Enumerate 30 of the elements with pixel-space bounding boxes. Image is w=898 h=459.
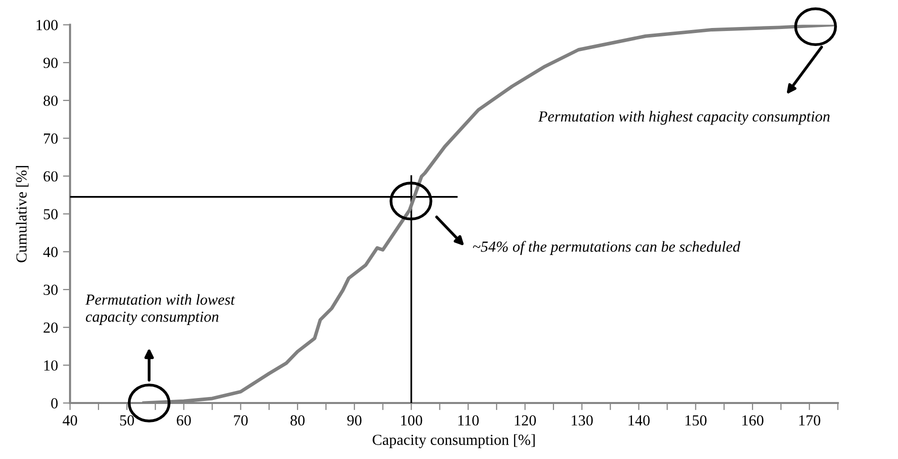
x-tick-label: 50: [120, 415, 134, 426]
y-tick-label: 50: [44, 209, 58, 220]
y-tick-label: 0: [51, 398, 58, 408]
y-tick-label: 90: [43, 58, 58, 68]
x-tick-label: 130: [572, 415, 593, 426]
x-tick-label: 150: [686, 415, 707, 426]
x-tick-label: 160: [742, 415, 764, 426]
y-tick-label: 100: [36, 20, 58, 30]
annotation: ~54% of the permutations can be scheduled: [472, 240, 740, 255]
x-tick-label: 170: [799, 415, 820, 426]
annotation: Permutation with highest capacity consumption: [538, 110, 830, 125]
x-tick-label: 100: [401, 415, 422, 426]
x-tick-label: 70: [234, 415, 248, 426]
x-tick-label: 90: [347, 415, 362, 426]
y-tick-label: 30: [44, 284, 58, 295]
y-tick-label: 40: [43, 246, 58, 258]
y-tick-label: 60: [44, 171, 58, 182]
x-tick-label: 40: [62, 415, 78, 426]
x-tick-label: 140: [628, 415, 650, 426]
y-axis-title: Cumulative [%]: [16, 166, 29, 262]
y-tick-label: 70: [44, 133, 58, 144]
x-axis-title: Capacity consumption [%]: [372, 434, 535, 448]
x-tick-label: 80: [290, 415, 305, 426]
y-tick-label: 10: [44, 360, 58, 371]
annotation: Permutation with lowest capacity consumption: [85, 294, 236, 326]
y-tick-label: 20: [44, 322, 58, 333]
x-tick-label: 60: [176, 415, 191, 426]
y-tick-label: 80: [44, 96, 58, 106]
x-tick-label: 110: [458, 415, 479, 426]
x-tick-label: 120: [514, 415, 536, 426]
